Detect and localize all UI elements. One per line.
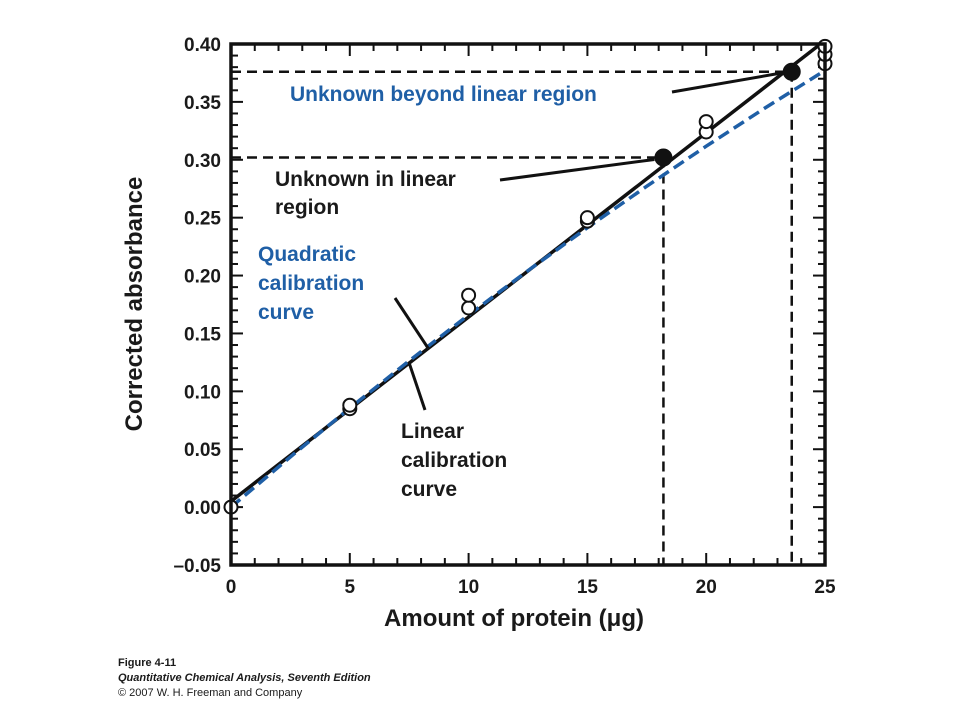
figure-caption-copyright: © 2007 W. H. Freeman and Company <box>118 687 303 699</box>
annotation-quadratic-line1: Quadratic <box>258 243 356 266</box>
x-tick-label: 25 <box>814 577 836 598</box>
x-tick-label: 0 <box>226 577 237 598</box>
y-tick-label: 0.05 <box>184 440 221 461</box>
y-tick-label: –0.05 <box>173 556 221 577</box>
x-tick-label: 5 <box>345 577 356 598</box>
y-tick-label: 0.10 <box>184 382 221 403</box>
standard-point <box>461 287 477 303</box>
plot-frame <box>229 42 827 567</box>
leader-quadratic <box>393 297 430 350</box>
y-tick-label: 0.15 <box>184 324 221 345</box>
unknown-reference-lines <box>231 70 793 565</box>
y-tick-label: 0.25 <box>184 209 221 230</box>
y-tick-label: 0.20 <box>184 267 221 288</box>
unknown-point <box>654 148 673 167</box>
tick-marks <box>230 43 826 566</box>
annotation-leaders <box>393 71 783 411</box>
leader-unknown-beyond <box>671 71 783 94</box>
leader-unknown-linear <box>499 157 655 182</box>
y-tick-label: 0.40 <box>184 35 221 56</box>
standard-point <box>342 397 358 413</box>
figure-caption-title: Figure 4-11 <box>118 657 177 669</box>
y-tick-label: 0.00 <box>184 498 221 519</box>
y-axis-title: Corrected absorbance <box>121 177 148 432</box>
annotation-linear-line1: Linear <box>401 420 464 443</box>
figure-caption-book: Quantitative Chemical Analysis, Seventh … <box>118 672 371 684</box>
annotation-unknown-linear-line2: region <box>275 196 339 219</box>
annotation-quadratic-line2: calibration <box>258 272 364 295</box>
calibration-lines <box>229 39 827 509</box>
x-tick-label: 10 <box>458 577 479 598</box>
y-tick-label: 0.35 <box>184 93 221 114</box>
annotation-unknown-linear-line1: Unknown in linear <box>275 168 456 191</box>
leader-linear <box>407 362 427 411</box>
x-tick-label: 15 <box>577 577 599 598</box>
y-tick-label: 0.30 <box>184 151 221 172</box>
annotation-quadratic-line3: curve <box>258 301 314 324</box>
annotation-linear-line2: calibration <box>401 449 507 472</box>
tick-labels: 0 5 10 15 20 25 –0.05 0.00 0.05 0.10 0.15 0.20 0.25 0… <box>173 35 836 598</box>
unknown-point <box>782 62 801 81</box>
standard-point <box>698 114 714 130</box>
annotation-unknown-beyond: Unknown beyond linear region <box>290 83 597 106</box>
annotation-linear-line3: curve <box>401 478 457 501</box>
standard-point <box>461 300 477 316</box>
x-tick-label: 20 <box>696 577 717 598</box>
quadratic-calibration-curve <box>229 69 826 509</box>
standard-point <box>579 210 595 226</box>
x-axis-title: Amount of protein (μg) <box>384 605 644 632</box>
